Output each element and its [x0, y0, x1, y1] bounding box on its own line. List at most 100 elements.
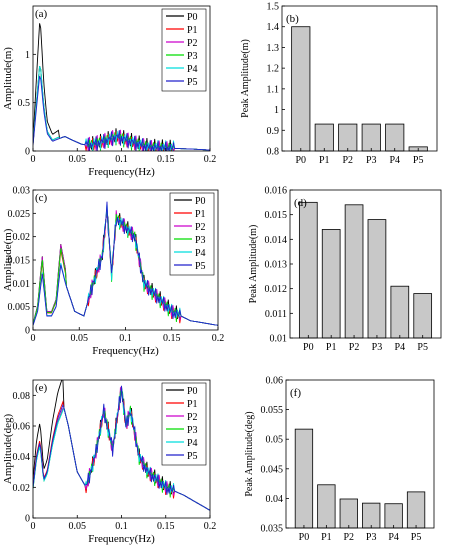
legend-label-p4: P4: [195, 248, 206, 259]
y-tick-label: 0.013: [265, 260, 288, 271]
x-tick-label: P2: [344, 532, 355, 543]
y-axis-label: Amplitude(m): [2, 228, 14, 291]
legend-box: [161, 382, 207, 466]
bar-p0: [294, 428, 314, 529]
x-tick-label: P0: [299, 532, 310, 543]
y-tick-label: 0.04: [13, 452, 31, 463]
bar-panel-5: P0 P1 P2 P3 P4 P5 0.035 0.04 0.045 0.05 0.055 0.06 P…: [244, 376, 435, 543]
bar-p3: [362, 502, 381, 529]
y-tick-label: 0: [25, 326, 30, 337]
x-tick-label: 0: [31, 521, 36, 532]
line-panel-4: 0 0.05 0.1 0.15 0.2 0 0.02 0.04 0.06 0.08 Frequenc…: [2, 379, 216, 545]
legend-label-p3: P3: [187, 425, 198, 436]
y-tick-label: 0.012: [265, 284, 288, 295]
y-tick-label: 1.5: [267, 2, 280, 13]
y-tick-label: 0.05: [266, 435, 284, 446]
bar-p2: [338, 123, 358, 152]
x-tick-label: P0: [303, 342, 314, 353]
legend-label-p4: P4: [187, 64, 198, 75]
bar-p0: [298, 201, 318, 339]
legend-label-p2: P2: [195, 222, 206, 233]
bar-p5: [413, 293, 433, 339]
panel-label: (c): [35, 192, 48, 204]
y-tick-label: 0.016: [265, 186, 288, 197]
x-tick-label: 0.15: [157, 521, 175, 532]
x-tick-label: 0.1: [115, 154, 128, 165]
x-tick-label: 0: [31, 333, 36, 344]
y-tick-label: 0.08: [13, 391, 31, 402]
y-axis-label: Peak Amplitude(deg): [244, 411, 255, 496]
panel-label: (d): [294, 197, 307, 209]
y-tick-label: 0.011: [265, 309, 287, 320]
y-tick-label: 0.8: [267, 147, 280, 158]
panel-label: (a): [35, 8, 48, 20]
y-tick-label: 0.5: [18, 98, 31, 109]
legend-label-p5: P5: [187, 77, 198, 88]
line-panel-0: 0 0.05 0.1 0.15 0.2 0 0.5 1 Frequency(Hz) Amplitu…: [2, 5, 216, 178]
y-tick-label: 1.3: [267, 43, 280, 54]
y-tick-label: 0.015: [8, 256, 31, 267]
bar-panel-3: P0 P1 P2 P3 P4 P5 0.01 0.011 0.012 0.013 0.014 0.01…: [248, 186, 442, 353]
y-axis-label: Amplitude(deg): [2, 414, 14, 485]
x-tick-label: 0.05: [69, 521, 87, 532]
panel-label: (e): [35, 382, 48, 394]
y-axis-label: Amplitude(m): [2, 47, 14, 110]
x-tick-label: P1: [319, 155, 330, 166]
axes-box: [285, 379, 435, 529]
y-tick-label: 0.02: [13, 232, 31, 243]
x-tick-label: P2: [349, 342, 360, 353]
series-line-p5: [33, 201, 218, 326]
x-tick-label: P5: [417, 342, 428, 353]
legend-label-p5: P5: [195, 261, 206, 272]
bar-p1: [317, 484, 336, 529]
y-tick-label: 0.06: [13, 422, 31, 433]
legend-label-p5: P5: [187, 451, 198, 462]
bar-p3: [367, 219, 387, 339]
y-tick-label: 0.01: [270, 334, 288, 345]
y-tick-label: 1: [274, 105, 279, 116]
y-tick-label: 1.4: [267, 22, 280, 33]
x-tick-label: P3: [372, 342, 383, 353]
bar-p1: [314, 123, 334, 152]
y-tick-label: 0.06: [266, 376, 284, 387]
x-tick-label: 0.2: [212, 333, 225, 344]
y-tick-label: 0.02: [13, 483, 31, 494]
y-tick-label: 1.1: [267, 84, 280, 95]
bar-p0: [291, 26, 311, 152]
bar-p4: [384, 503, 403, 529]
y-tick-label: 0.055: [261, 405, 284, 416]
line-panel-2: 0 0.05 0.1 0.15 0.2 0 0.005 0.01 0.015 0.02 0.025 0…: [2, 186, 224, 358]
x-tick-label: P4: [395, 342, 406, 353]
bar-p4: [385, 123, 405, 152]
y-tick-label: 0.04: [266, 494, 284, 505]
x-tick-label: 0.15: [163, 333, 181, 344]
legend-label-p0: P0: [187, 386, 198, 397]
y-tick-label: 0.005: [8, 302, 31, 313]
bar-p3: [361, 123, 381, 152]
x-tick-label: P1: [321, 532, 332, 543]
y-axis-label: Peak Amplitude(m): [248, 225, 259, 304]
y-tick-label: 0.014: [265, 235, 288, 246]
y-tick-label: 0.025: [8, 209, 31, 220]
x-tick-label: 0: [31, 154, 36, 165]
bar-p5: [406, 491, 426, 529]
legend-box: [169, 192, 215, 276]
x-tick-label: P2: [342, 155, 353, 166]
y-tick-label: 1: [25, 50, 30, 61]
x-tick-label: P4: [389, 155, 400, 166]
legend-label-p2: P2: [187, 412, 198, 423]
x-tick-label: 0.05: [69, 154, 87, 165]
y-tick-label: 0: [25, 147, 30, 158]
bar-p2: [344, 204, 364, 339]
y-tick-label: 0.015: [265, 210, 288, 221]
legend-label-p3: P3: [195, 235, 206, 246]
legend-label-p1: P1: [187, 399, 198, 410]
series-line-p5: [33, 385, 210, 511]
legend-label-p0: P0: [187, 12, 198, 23]
bar-panel-1: P0 P1 P2 P3 P4 P5 0.8 0.9 1 1.1 1.2 1.3 1.4 1.5 Peak A…: [240, 2, 438, 166]
y-tick-label: 0.035: [261, 524, 284, 535]
series-line-p5: [33, 76, 210, 151]
axes-box: [281, 5, 438, 152]
x-axis-label: Frequency(Hz): [92, 345, 159, 357]
